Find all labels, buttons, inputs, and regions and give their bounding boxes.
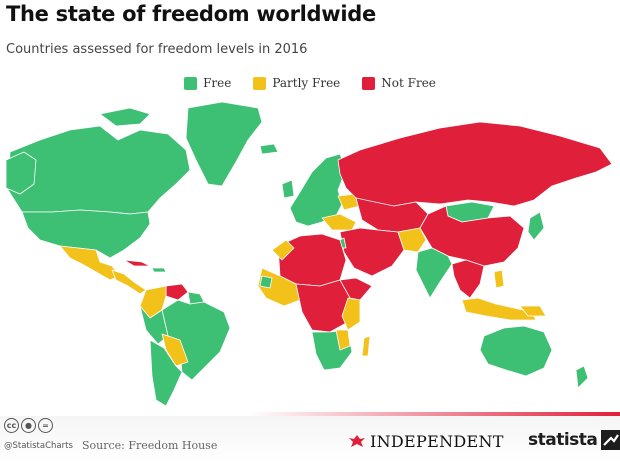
- legend-swatch-partly-free: [253, 76, 267, 90]
- twitter-handle: @StatistaCharts: [4, 441, 73, 451]
- statista-wordmark: statista: [528, 430, 598, 450]
- region-new-zealand: [575, 365, 589, 389]
- region-turkey-balkans: [321, 213, 357, 231]
- region-cuba: [123, 259, 151, 267]
- region-southeast-africa: [335, 329, 351, 351]
- region-chile-argentina: [149, 339, 183, 407]
- region-arctic-islands: [99, 107, 151, 127]
- region-maghreb: [271, 239, 295, 261]
- legend-swatch-free: [184, 76, 198, 90]
- region-iceland: [259, 143, 279, 155]
- independent-wordmark: INDEPENDENT: [370, 432, 504, 451]
- nd-icon: =: [38, 418, 53, 433]
- legend-label-not-free: Not Free: [381, 76, 436, 90]
- footer: [0, 412, 620, 462]
- legend-item-free: Free: [184, 76, 231, 90]
- region-russia: [337, 121, 613, 207]
- region-central-africa: [295, 279, 353, 333]
- region-middle-east: [339, 227, 405, 277]
- region-alaska: [5, 151, 37, 195]
- legend-item-not-free: Not Free: [362, 76, 436, 90]
- legend-swatch-not-free: [362, 76, 376, 90]
- license-icons: cc ● =: [4, 418, 53, 433]
- eagle-icon: [349, 434, 365, 447]
- region-australia: [479, 325, 553, 377]
- region-usa: [21, 209, 151, 259]
- region-papua-new-guinea: [519, 305, 547, 317]
- by-icon: ●: [21, 418, 36, 433]
- region-uk: [281, 179, 295, 199]
- chart-subtitle: Countries assessed for freedom levels in…: [6, 42, 308, 57]
- independent-logo: INDEPENDENT: [348, 432, 504, 451]
- cc-icon: cc: [4, 418, 19, 433]
- region-pakistan: [397, 227, 427, 253]
- region-philippines: [493, 269, 505, 289]
- region-madagascar: [361, 335, 371, 357]
- region-china: [419, 205, 525, 267]
- world-map: [5, 101, 613, 407]
- region-east-africa: [341, 297, 361, 331]
- statista-mark-icon: [601, 430, 620, 450]
- region-west-africa-free: [259, 275, 273, 289]
- region-venezuela: [165, 283, 189, 301]
- region-bolivia-paraguay: [161, 333, 189, 367]
- region-japan: [527, 211, 545, 241]
- region-southeast-asia: [451, 259, 485, 299]
- statista-logo: statista: [528, 430, 620, 450]
- region-india: [415, 247, 453, 299]
- region-greenland: [185, 101, 263, 187]
- region-horn-of-africa: [339, 277, 373, 301]
- region-caribbean: [151, 267, 167, 273]
- legend-label-partly-free: Partly Free: [272, 76, 341, 90]
- legend-label-free: Free: [203, 76, 232, 90]
- chart-title: The state of freedom worldwide: [6, 2, 376, 26]
- footer-accent-rule: [0, 412, 620, 416]
- region-europe: [289, 153, 347, 227]
- source-note: Source: Freedom House: [82, 439, 218, 452]
- legend-item-partly-free: Partly Free: [253, 76, 340, 90]
- legend: Free Partly Free Not Free: [0, 76, 620, 90]
- region-central-america: [111, 269, 147, 295]
